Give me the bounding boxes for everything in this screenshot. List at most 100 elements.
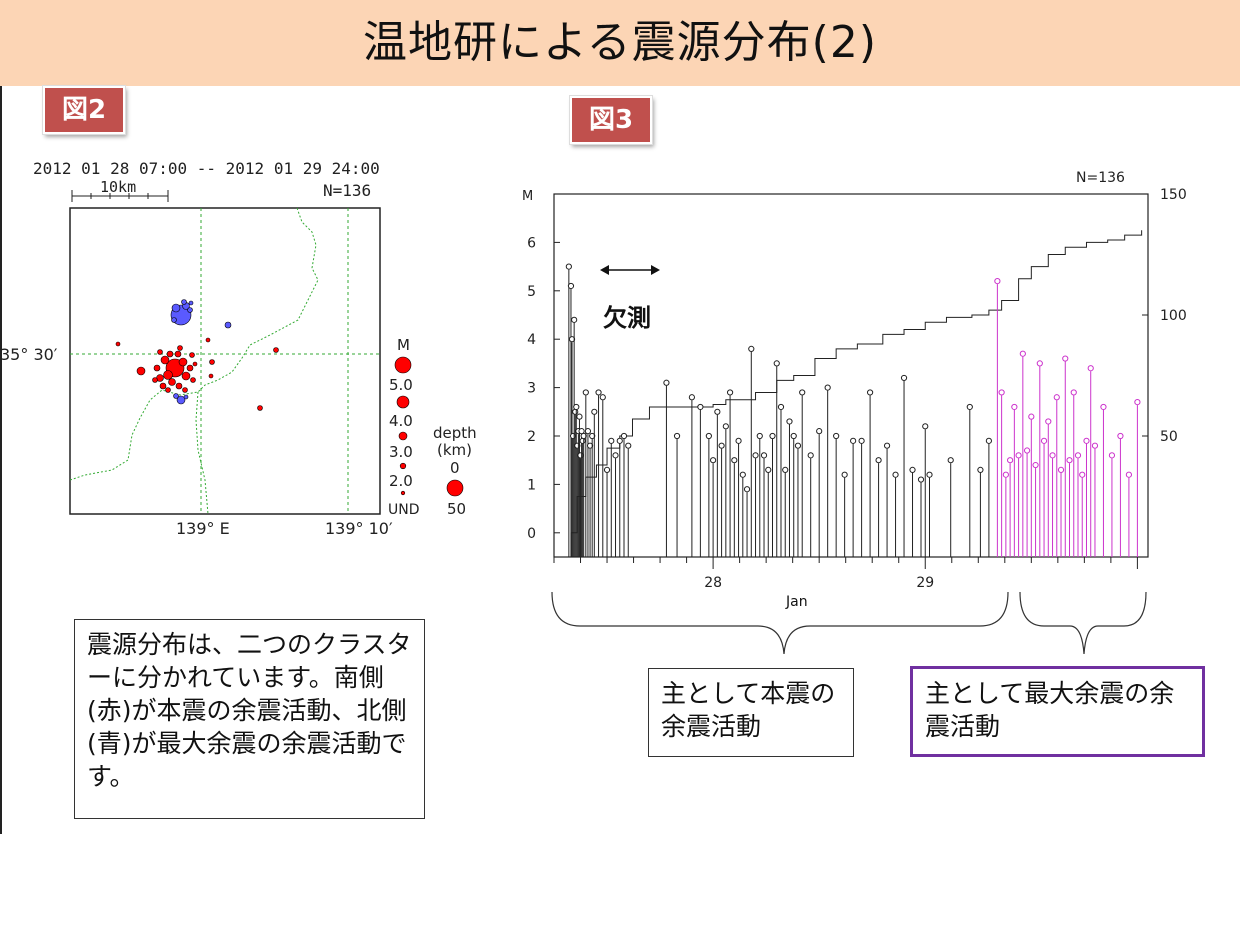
mt-stem-head xyxy=(1002,471,1009,478)
mt-stem-head xyxy=(743,486,751,493)
mt-stem-head xyxy=(731,457,738,464)
mt-stem-head xyxy=(1083,437,1090,444)
map-epicenter-red xyxy=(209,359,215,365)
mt-stem-head xyxy=(1079,471,1086,478)
map-epicenter-red xyxy=(174,350,182,358)
map-epicenter-red xyxy=(157,349,163,355)
mt-stem-head xyxy=(1011,403,1018,411)
mt-left-tick-label: 1 xyxy=(527,477,536,493)
map-epicenter-blue xyxy=(183,394,189,400)
map-epicenter-red xyxy=(163,370,173,380)
mag-legend-circles xyxy=(394,356,412,496)
map-epicenter-red xyxy=(175,382,183,390)
map-frame xyxy=(69,207,381,515)
mt-ylabel-left: M xyxy=(522,189,533,204)
depth-legend-title: depth xyxy=(433,424,477,442)
map-count-label: N=136 xyxy=(323,181,371,200)
mt-stem-head xyxy=(1028,413,1035,420)
mt-stem-head xyxy=(917,476,925,483)
mt-stem-head xyxy=(998,389,1005,396)
mt-stem-head xyxy=(909,466,916,473)
mt-stem-head xyxy=(735,437,742,444)
mt-stem-head xyxy=(567,282,575,290)
mt-stem-head xyxy=(892,471,899,478)
mt-stem-head xyxy=(612,452,619,459)
map-grid-lines xyxy=(70,208,380,514)
mt-stem-head xyxy=(769,432,776,440)
mt-stem-head xyxy=(760,452,768,459)
map-epicenter-red xyxy=(181,371,191,381)
main-shock-label: 主として本震の余震活動 xyxy=(648,668,854,757)
mt-stem-head xyxy=(1125,471,1133,478)
map-epicenter-red xyxy=(159,382,167,390)
mt-stem-head xyxy=(705,432,712,440)
mt-stem-head xyxy=(994,278,1001,285)
mt-stem-head xyxy=(571,316,578,323)
map-epicenter-red xyxy=(178,357,188,367)
mt-stem-head xyxy=(1117,432,1124,440)
map-epicenter-blue xyxy=(171,317,177,323)
mag-legend-label: UND xyxy=(388,502,420,518)
mt-left-tick-label: 4 xyxy=(527,332,536,348)
map-epicenter-red xyxy=(168,378,176,386)
map-epicenter-red xyxy=(152,377,158,383)
mt-stem-head xyxy=(688,394,695,401)
mt-stem-head xyxy=(833,432,840,440)
map-period: 2012 01 28 07:00 -- 2012 01 29 24:00 xyxy=(33,159,380,178)
mt-stem-head xyxy=(1007,457,1014,464)
mt-left-tick-label: 5 xyxy=(527,284,536,300)
mt-right-tick-label: 150 xyxy=(1160,187,1187,203)
map-epicenter-red xyxy=(186,364,194,372)
mt-cumulative-line xyxy=(564,230,1143,558)
mt-stem-head xyxy=(1015,452,1022,459)
mt-stem-head xyxy=(850,437,857,444)
map-epicenter-red xyxy=(115,341,121,347)
slide-title: 温地研による震源分布(2) xyxy=(362,17,877,68)
mt-stem-head xyxy=(565,263,572,270)
map-epicenter-red xyxy=(153,364,161,372)
mt-stem-head xyxy=(977,466,984,473)
mt-stem-head xyxy=(718,442,725,449)
map-lat-label: 35° 30′ xyxy=(0,345,58,364)
mt-stem-head xyxy=(777,403,785,411)
map-epicenter-red xyxy=(166,350,174,358)
mt-stem-head xyxy=(756,432,763,440)
map-epicenter-red xyxy=(182,387,188,393)
mt-right-tick-label: 50 xyxy=(1160,429,1178,445)
map-epicenter-blue xyxy=(188,300,194,306)
mt-stem-head xyxy=(1049,452,1056,459)
map-epicenter-blue xyxy=(176,395,186,405)
mt-stem-head xyxy=(1032,461,1039,469)
mt-stem-head xyxy=(576,413,583,420)
mt-left-tick-label: 3 xyxy=(527,381,536,397)
mt-stem-head xyxy=(616,437,623,444)
map-epicenter-red xyxy=(257,405,263,411)
mt-stem-head xyxy=(673,432,681,440)
largest-aftershock-label: 主として最大余震の余震活動 xyxy=(910,666,1205,757)
mt-stem-head xyxy=(620,432,628,440)
mt-stem-head xyxy=(816,428,823,435)
mt-x-tick-label: 29 xyxy=(916,575,934,591)
title-bar xyxy=(0,0,1240,86)
mt-stem-head xyxy=(739,471,746,478)
mt-cumulative-path xyxy=(564,230,1143,558)
mt-stem-head xyxy=(858,437,865,444)
map-epicenter-red xyxy=(208,373,214,379)
mt-stem-head xyxy=(966,403,973,411)
mt-stem-head xyxy=(1019,350,1026,357)
mt-stem-head xyxy=(1108,452,1116,459)
mt-stem-head xyxy=(608,437,615,444)
map-scale-bar xyxy=(71,190,169,202)
map-epicenter-blue xyxy=(187,307,193,313)
map-epicenter-red xyxy=(190,377,196,383)
mt-x-ticks: 28 29 xyxy=(553,557,1138,591)
map-prefecture-border xyxy=(69,207,319,515)
mt-stem-head xyxy=(790,432,797,440)
mt-stem-head xyxy=(900,374,908,382)
mt-stem-head xyxy=(922,423,929,430)
mag-legend-label: 4.0 xyxy=(389,412,413,430)
map-epicenter-red xyxy=(177,345,183,351)
mt-stem-head xyxy=(1087,365,1094,372)
mt-right-ticks: 50 100 150 xyxy=(1142,187,1187,445)
cluster-description: 震源分布は、二つのクラスターに分かれています。南側(赤)が本震の余震活動、北側(… xyxy=(74,619,425,819)
